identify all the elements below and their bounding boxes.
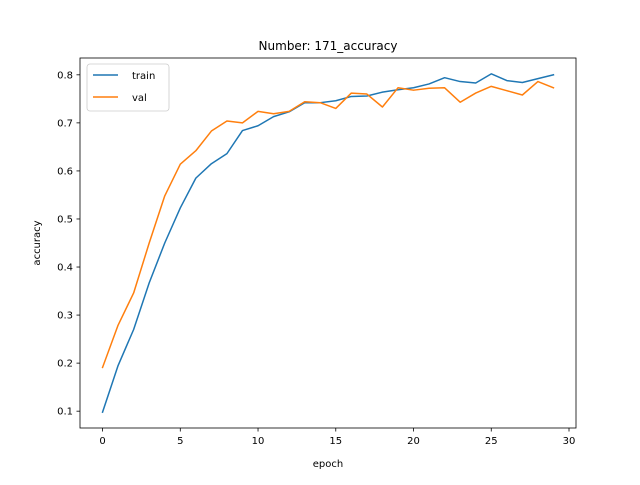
y-tick-label: 0.5 xyxy=(57,214,73,225)
y-tick-label: 0.3 xyxy=(57,311,73,322)
chart-title: Number: 171_accuracy xyxy=(259,39,398,53)
legend-label-train: train xyxy=(132,71,155,82)
lines-layer xyxy=(101,73,555,414)
x-tick-label: 10 xyxy=(252,436,265,447)
y-tick-label: 0.6 xyxy=(57,166,73,177)
y-axis-label: accuracy xyxy=(32,220,43,265)
x-axis-label: epoch xyxy=(313,459,343,470)
x-tick-label: 0 xyxy=(99,436,105,447)
x-tick-label: 20 xyxy=(407,436,420,447)
x-tick-label: 25 xyxy=(485,436,498,447)
series-line-val xyxy=(101,80,555,369)
series-line-train xyxy=(101,73,555,414)
x-tick-label: 5 xyxy=(177,436,183,447)
legend-label-val: val xyxy=(132,93,147,104)
y-tick-label: 0.1 xyxy=(57,407,73,418)
legend-box xyxy=(86,63,170,112)
ticks-layer: 0 5 10 15 20 25 30 0.1 0.2 0.3 0.4 0.5 0.6 0.7 0.8 xyxy=(57,70,575,447)
y-tick-label: 0.8 xyxy=(57,70,73,81)
plot-area xyxy=(80,58,576,428)
x-tick-label: 15 xyxy=(329,436,342,447)
legend: train val xyxy=(86,63,170,112)
y-tick-label: 0.4 xyxy=(57,263,73,274)
plot-frame xyxy=(79,57,577,429)
y-tick-label: 0.7 xyxy=(57,118,73,129)
x-tick-label: 30 xyxy=(563,436,576,447)
y-tick-label: 0.2 xyxy=(57,359,73,370)
